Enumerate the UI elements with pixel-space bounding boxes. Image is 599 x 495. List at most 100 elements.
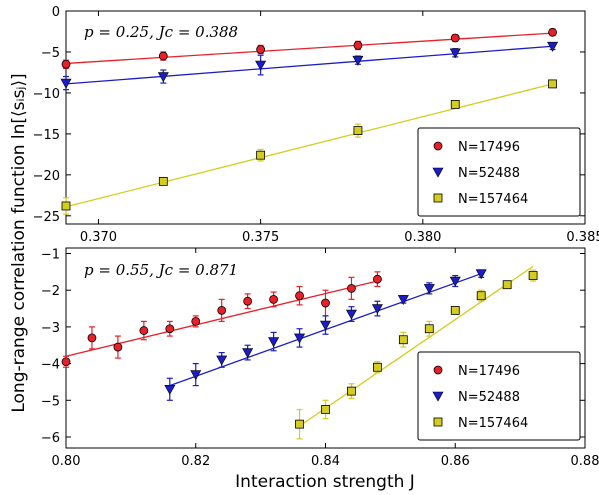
top-data-point-0 — [256, 45, 266, 54]
top-fit-line-1 — [65, 45, 553, 85]
bottom-panel-legend: N=17496 N=52488 N=157464 — [417, 351, 581, 441]
top-panel-marks: 0.370 0.375 0.380 0.385 0 −5 −10 −15 −20 −25 — [33, 5, 599, 245]
bottom-data-point-0 — [321, 298, 330, 308]
top-data-point-0 — [353, 41, 363, 50]
bottom-data-point-0 — [139, 326, 149, 335]
bottom-data-point-1 — [294, 333, 306, 344]
bottom-data-point-0 — [295, 291, 304, 301]
bottom-y-tick-label: −1 — [41, 248, 60, 263]
bottom-data-point-0 — [347, 283, 356, 293]
bottom-data-point-1 — [319, 320, 332, 331]
bottom-data-point-1 — [449, 276, 461, 287]
top-data-point-0 — [548, 27, 557, 37]
top-legend-label-1: N=52488 — [458, 166, 520, 181]
top-panel: 0.370 0.375 0.380 0.385 0 −5 −10 −15 −20 −25 p = … — [33, 5, 599, 245]
top-data-point-2 — [158, 176, 168, 186]
bottom-y-tick-label: −6 — [41, 431, 60, 446]
y-axis-label: Long-range correlation function ln[⟨sᵢsⱼ… — [9, 73, 29, 412]
top-y-tick-label: −10 — [33, 87, 60, 102]
bottom-y-tick-label: −2 — [41, 284, 60, 299]
bottom-x-tick-label: 0.88 — [571, 454, 599, 469]
top-data-point-1 — [255, 60, 267, 71]
top-panel-legend: N=17496 N=52488 N=157464 — [417, 127, 581, 217]
bottom-y-tick-label: −5 — [41, 394, 60, 409]
bottom-data-point-1 — [345, 309, 357, 320]
top-legend-marker-1 — [432, 167, 444, 178]
bottom-data-point-2 — [347, 386, 356, 396]
bottom-data-point-1 — [242, 348, 254, 359]
top-y-tick-label: −15 — [33, 128, 60, 143]
bottom-data-point-1 — [268, 337, 280, 348]
bottom-data-point-0 — [165, 324, 175, 334]
bottom-legend-label-2: N=157464 — [458, 416, 528, 431]
top-data-point-1 — [157, 72, 169, 83]
top-y-tick-label: −20 — [33, 169, 60, 184]
top-data-point-2 — [61, 201, 71, 211]
top-legend-box — [417, 127, 581, 217]
bottom-fit-line-2 — [299, 265, 534, 427]
bottom-data-point-0 — [243, 296, 253, 306]
bottom-legend-label-1: N=52488 — [458, 390, 520, 405]
top-x-tick-label: 0.375 — [242, 230, 279, 245]
bottom-data-point-2 — [372, 362, 382, 372]
bottom-data-point-1 — [423, 284, 435, 294]
top-data-point-0 — [158, 51, 168, 61]
bottom-panel-annotation: p = 0.55, Jc = 0.871 — [84, 261, 238, 279]
bottom-data-point-1 — [475, 269, 487, 280]
bottom-data-point-2 — [295, 419, 304, 429]
top-data-point-1 — [547, 41, 559, 52]
bottom-legend-marker-2 — [433, 417, 443, 427]
top-fit-line-0 — [65, 32, 553, 65]
top-x-tick-label: 0.370 — [80, 230, 117, 245]
bottom-data-point-0 — [191, 316, 201, 326]
top-legend-label-0: N=17496 — [458, 140, 520, 155]
top-fit-line-2 — [65, 83, 553, 208]
bottom-data-point-2 — [398, 335, 408, 345]
bottom-data-point-1 — [371, 304, 383, 315]
bottom-data-point-0 — [269, 294, 279, 304]
bottom-x-tick-label: 0.80 — [52, 454, 81, 469]
bottom-data-point-2 — [321, 405, 330, 414]
top-y-tick-label: −5 — [41, 46, 60, 61]
top-data-point-1 — [352, 55, 364, 66]
top-data-point-1 — [449, 48, 461, 59]
top-legend-marker-2 — [433, 193, 443, 203]
top-data-point-2 — [353, 126, 363, 136]
bottom-data-point-0 — [113, 342, 123, 352]
bottom-data-point-2 — [502, 280, 512, 290]
bottom-legend-marker-0 — [433, 365, 443, 375]
top-y-tick-label: 0 — [52, 5, 60, 20]
bottom-data-point-0 — [61, 357, 71, 367]
bottom-data-point-0 — [217, 305, 227, 315]
bottom-panel: 0.80 0.82 0.84 0.86 0.88 −1 −2 −3 −4 −5 −6 p = 0.5… — [41, 247, 599, 469]
top-data-point-2 — [450, 99, 460, 109]
top-data-point-0 — [61, 59, 71, 69]
x-axis-label: Interaction strength J — [235, 472, 415, 492]
bottom-x-tick-label: 0.84 — [311, 454, 340, 469]
bottom-data-point-2 — [476, 291, 486, 301]
bottom-data-point-1 — [397, 295, 409, 305]
bottom-legend-box — [417, 351, 581, 441]
bottom-data-point-1 — [216, 355, 228, 366]
top-data-point-0 — [450, 33, 460, 43]
top-x-tick-label: 0.380 — [404, 230, 441, 245]
top-data-point-1 — [60, 78, 72, 89]
bottom-data-point-0 — [372, 274, 382, 284]
top-data-point-2 — [256, 150, 266, 160]
bottom-legend-marker-1 — [432, 391, 444, 402]
bottom-data-point-2 — [450, 305, 460, 315]
bottom-y-tick-label: −3 — [41, 321, 60, 336]
bottom-x-tick-label: 0.82 — [181, 454, 210, 469]
top-legend-marker-0 — [433, 141, 443, 151]
top-x-tick-label: 0.385 — [566, 230, 599, 245]
bottom-data-point-1 — [164, 384, 176, 395]
top-y-tick-label: −25 — [33, 210, 60, 225]
bottom-legend-label-0: N=17496 — [458, 364, 520, 379]
bottom-data-point-0 — [87, 333, 97, 343]
bottom-data-point-2 — [424, 324, 434, 334]
bottom-y-tick-label: −4 — [41, 358, 60, 373]
bottom-panel-marks: 0.80 0.82 0.84 0.86 0.88 −1 −2 −3 −4 −5 −6 — [41, 248, 599, 469]
top-panel-annotation: p = 0.25, Jc = 0.388 — [84, 23, 238, 41]
bottom-x-tick-label: 0.86 — [441, 454, 470, 469]
